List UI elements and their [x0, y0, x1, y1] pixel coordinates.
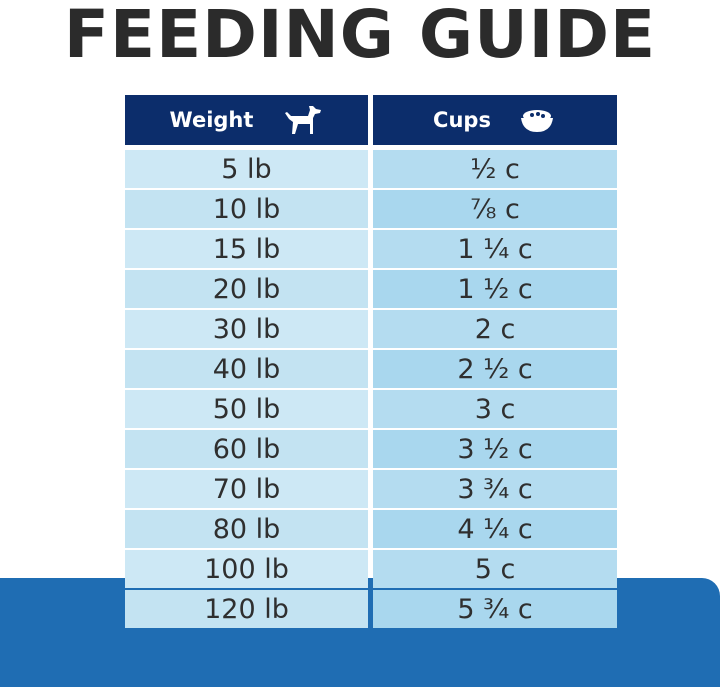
table-cell: 3 c	[373, 390, 617, 428]
table-cell: 20 lb	[125, 270, 368, 308]
table-cell: 80 lb	[125, 510, 368, 548]
table-cell: 2 ½ c	[373, 350, 617, 388]
header-cell: Weight	[125, 95, 368, 145]
table-cell: 60 lb	[125, 430, 368, 468]
table-cell: 4 ¼ c	[373, 510, 617, 548]
header-cell: Cups	[373, 95, 617, 145]
table-cell: 120 lb	[125, 590, 368, 628]
table-cell: 3 ¾ c	[373, 470, 617, 508]
header-text: Cups	[433, 108, 491, 132]
header-text: Weight	[169, 108, 254, 132]
table-cell: 15 lb	[125, 230, 368, 268]
table-cell: 3 ½ c	[373, 430, 617, 468]
table-cell: ⅞ c	[373, 190, 617, 228]
table-cell: 5 ¾ c	[373, 590, 617, 628]
table-cell: ½ c	[373, 150, 617, 188]
table-cell: 1 ½ c	[373, 270, 617, 308]
dog-icon	[285, 106, 322, 134]
table-cell: 5 lb	[125, 150, 368, 188]
bowl-icon	[520, 110, 553, 132]
title: FEEDING GUIDE	[63, 0, 657, 73]
table-cell: 10 lb	[125, 190, 368, 228]
table-cell: 50 lb	[125, 390, 368, 428]
table-cell: 70 lb	[125, 470, 368, 508]
table-cell: 40 lb	[125, 350, 368, 388]
table-cell: 2 c	[373, 310, 617, 348]
table-cell: 100 lb	[125, 550, 368, 588]
table-cell: 1 ¼ c	[373, 230, 617, 268]
table-cell: 5 c	[373, 550, 617, 588]
table-cell: 30 lb	[125, 310, 368, 348]
